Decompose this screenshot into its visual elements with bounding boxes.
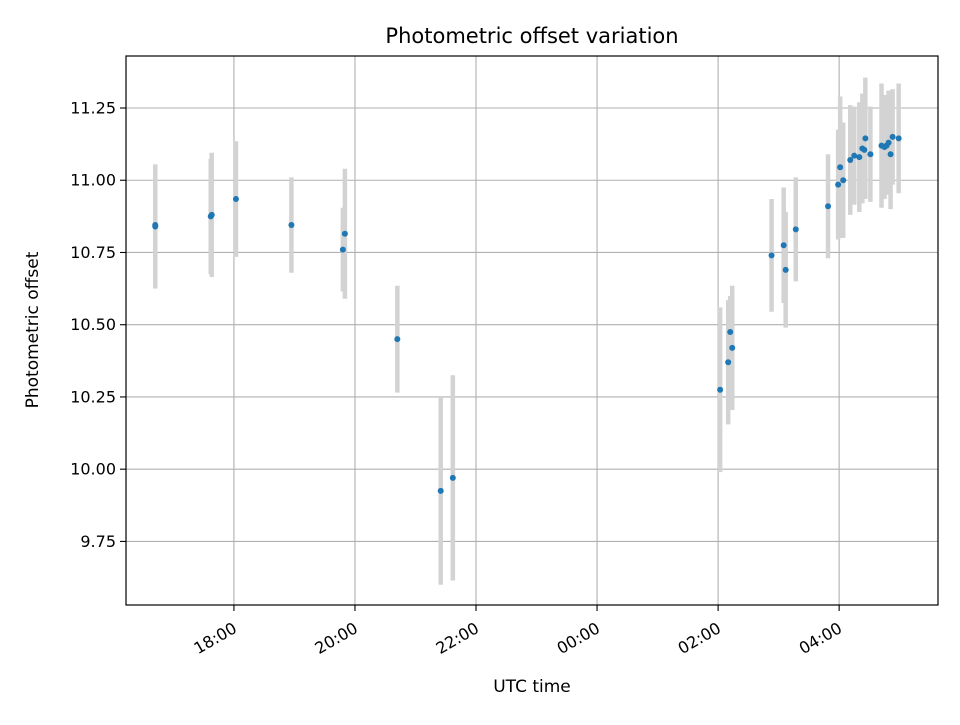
data-point	[782, 266, 789, 273]
y-tick-label: 10.50	[70, 315, 116, 334]
y-axis-title: Photometric offset	[23, 251, 43, 408]
y-axis-ticks: 9.75 10.00 10.25 10.50 10.75 11.00 11.25	[70, 99, 126, 551]
data-point	[717, 386, 724, 393]
data-point	[341, 230, 348, 237]
data-point	[727, 328, 734, 335]
y-tick-label: 11.25	[70, 99, 116, 118]
grid-lines	[126, 56, 938, 605]
y-tick-label: 10.25	[70, 387, 116, 406]
data-point	[861, 146, 868, 153]
y-tick-label: 10.00	[70, 460, 116, 479]
data-point	[889, 133, 896, 140]
x-axis-title: UTC time	[493, 677, 571, 697]
data-point	[840, 177, 847, 184]
y-tick-label: 10.75	[70, 243, 116, 262]
data-point	[725, 359, 732, 366]
x-tick-label: 20:00	[312, 618, 361, 658]
data-point	[768, 252, 775, 259]
data-point	[895, 135, 902, 142]
data-point	[847, 157, 854, 164]
data-point	[232, 196, 239, 203]
x-tick-label: 02:00	[675, 618, 724, 658]
y-tick-label: 9.75	[80, 532, 116, 551]
data-point	[792, 226, 799, 233]
data-point	[851, 152, 858, 159]
data-point	[867, 151, 874, 158]
data-point	[394, 336, 401, 343]
data-point	[885, 139, 892, 146]
data-point	[856, 154, 863, 161]
chart-title: Photometric offset variation	[385, 24, 678, 48]
data-point	[288, 222, 295, 229]
data-points	[152, 133, 902, 494]
data-point	[887, 151, 894, 158]
x-tick-label: 04:00	[796, 618, 845, 658]
error-bars	[153, 77, 901, 585]
data-point	[780, 242, 787, 249]
x-tick-label: 00:00	[554, 618, 603, 658]
plot-frame	[125, 55, 939, 606]
data-point	[437, 487, 444, 494]
data-point	[208, 211, 215, 218]
data-point	[825, 203, 832, 210]
x-axis-ticks: 18:00 20:00 22:00 00:00 02:00 04:00	[190, 605, 845, 658]
data-point	[729, 344, 736, 351]
data-point	[339, 246, 346, 253]
data-point	[835, 181, 842, 188]
data-point	[837, 164, 844, 171]
x-tick-label: 22:00	[433, 618, 482, 658]
data-point	[862, 135, 869, 142]
data-point	[152, 222, 159, 229]
data-point	[449, 474, 456, 481]
x-tick-label: 18:00	[190, 618, 239, 658]
y-tick-label: 11.00	[70, 171, 116, 190]
